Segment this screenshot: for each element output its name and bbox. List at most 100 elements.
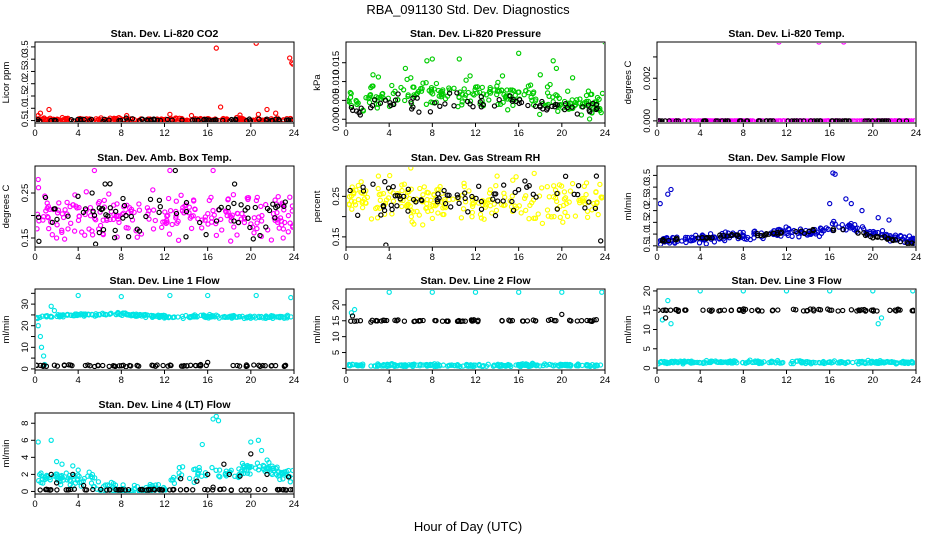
y-axis-label: degrees C (623, 60, 634, 104)
data-point (349, 313, 356, 319)
panel-title: Stan. Dev. Amb. Box Temp. (97, 152, 232, 164)
data-point (513, 174, 519, 180)
data-point (898, 118, 904, 122)
data-point (81, 311, 87, 317)
data-point (660, 237, 666, 244)
data-point (377, 100, 384, 106)
y-tick-label: 2 (20, 472, 31, 477)
data-point (205, 359, 211, 366)
data-point (123, 115, 129, 121)
data-point (469, 193, 475, 200)
data-point (61, 236, 68, 242)
data-point (242, 207, 248, 213)
data-point (285, 474, 292, 480)
y-tick-label: 3.0 (642, 181, 653, 194)
data-point (134, 226, 140, 232)
data-point (593, 317, 599, 323)
data-point (557, 214, 563, 220)
data-point (148, 487, 154, 493)
data-point (53, 458, 60, 465)
data-point (507, 93, 513, 99)
data-point (789, 118, 795, 122)
data-point (119, 486, 125, 493)
data-point (215, 418, 222, 424)
data-point (593, 189, 599, 195)
x-tick-label: 12 (470, 128, 481, 139)
data-point (245, 215, 251, 221)
data-point (36, 315, 41, 322)
data-point (708, 308, 714, 314)
data-point (494, 83, 500, 89)
data-point (183, 199, 190, 206)
data-point (595, 211, 601, 218)
data-point (479, 201, 486, 208)
data-point (257, 363, 263, 369)
data-point (225, 197, 231, 203)
data-point (816, 359, 822, 366)
data-point (405, 92, 411, 98)
data-point (66, 362, 72, 368)
data-point (211, 212, 217, 218)
data-point (556, 182, 563, 188)
data-point (766, 231, 772, 237)
data-point (87, 117, 93, 122)
data-point (258, 218, 265, 224)
data-point (74, 205, 80, 211)
data-point (59, 472, 65, 479)
data-point (559, 362, 566, 368)
data-point (515, 361, 521, 368)
data-point (171, 314, 177, 320)
data-point (348, 104, 355, 111)
data-point (253, 43, 259, 46)
data-point (166, 231, 173, 237)
panel-title: Stan. Dev. Li-820 Pressure (410, 28, 541, 40)
data-point (509, 208, 516, 214)
data-point (673, 235, 680, 241)
data-point (207, 313, 213, 320)
data-point (136, 201, 142, 207)
data-point (42, 476, 48, 483)
data-point (800, 308, 807, 314)
data-point (400, 87, 407, 93)
data-point (125, 225, 131, 231)
data-point (445, 318, 451, 324)
data-point (576, 362, 582, 368)
x-tick-label: 12 (470, 252, 481, 263)
y-tick-label: 20 (642, 286, 653, 297)
data-point (107, 205, 113, 211)
data-point (859, 307, 865, 313)
data-point (116, 363, 122, 369)
y-tick-label: 1.5 (642, 216, 653, 229)
data-point (523, 193, 529, 199)
data-point (73, 311, 80, 317)
data-point (354, 318, 360, 324)
x-tick-label: 24 (911, 128, 922, 139)
data-point (173, 210, 180, 217)
data-point (587, 109, 593, 115)
data-point (454, 192, 460, 198)
data-point (288, 314, 293, 320)
data-point (55, 312, 61, 318)
data-point (96, 229, 102, 236)
data-point (893, 360, 900, 366)
data-point (703, 241, 709, 246)
data-point (254, 225, 260, 232)
data-point (569, 104, 575, 110)
data-point (473, 195, 479, 202)
data-point (599, 90, 604, 97)
data-point (734, 232, 740, 238)
data-point (875, 321, 881, 327)
x-tick-label: 8 (119, 375, 124, 386)
data-point (276, 116, 282, 122)
data-point (798, 230, 804, 236)
data-point (236, 466, 242, 472)
data-point (347, 201, 352, 207)
data-point (442, 200, 449, 207)
data-point (80, 209, 87, 216)
data-point (96, 311, 102, 318)
data-point (375, 361, 381, 367)
data-point (146, 216, 152, 222)
data-point (186, 204, 192, 210)
data-point (783, 290, 790, 294)
data-point (539, 98, 545, 105)
